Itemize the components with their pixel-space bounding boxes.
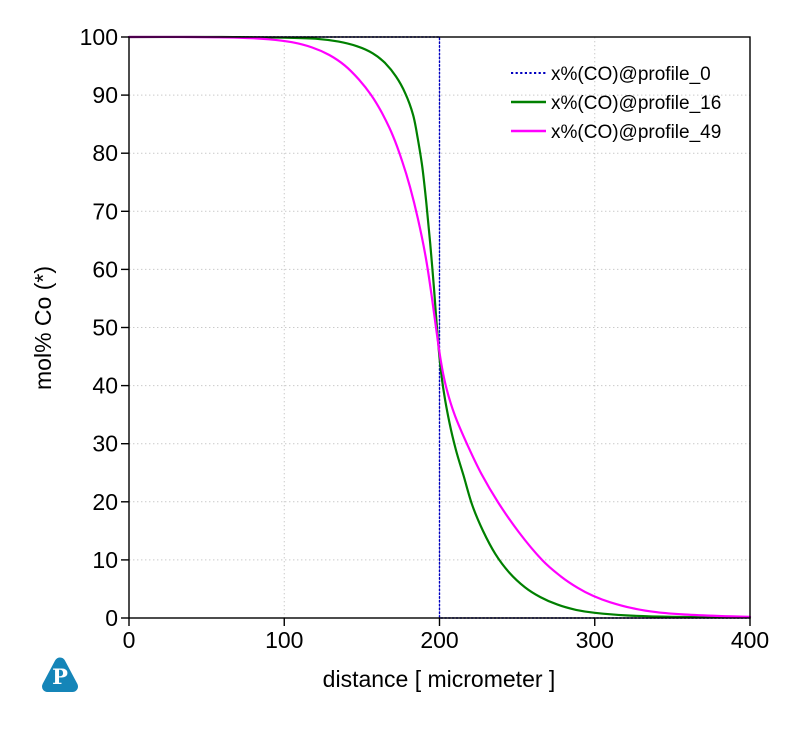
legend-item-x-co-profile-16[interactable]: x%(CO)@profile_16 <box>511 93 721 114</box>
x-tick-label: 300 <box>576 627 614 653</box>
legend-label: x%(CO)@profile_49 <box>551 122 721 143</box>
legend-label: x%(CO)@profile_0 <box>551 64 711 85</box>
legend-label: x%(CO)@profile_16 <box>551 93 721 114</box>
legend: x%(CO)@profile_0 x%(CO)@profile_16 x%(CO)@… <box>511 64 721 143</box>
legend-item-x-co-profile-49[interactable]: x%(CO)@profile_49 <box>511 122 721 143</box>
y-tick-labels: 0 10 20 30 40 50 60 70 80 90 100 <box>80 24 118 631</box>
x-tick-label: 200 <box>420 627 458 653</box>
y-tick-label: 60 <box>92 256 118 282</box>
y-axis-title: mol% Co (*) <box>30 266 56 390</box>
axis-ticks <box>121 36 751 626</box>
y-tick-label: 80 <box>92 140 118 166</box>
y-tick-label: 10 <box>92 547 118 573</box>
x-tick-labels: 0 100 200 300 400 <box>123 627 770 653</box>
x-tick-label: 400 <box>731 627 769 653</box>
logo-triangle-icon <box>42 657 78 692</box>
y-tick-label: 70 <box>92 198 118 224</box>
legend-item-x-co-profile-0[interactable]: x%(CO)@profile_0 <box>511 64 711 85</box>
y-tick-label: 0 <box>105 605 118 631</box>
y-tick-label: 90 <box>92 82 118 108</box>
x-tick-label: 0 <box>123 627 136 653</box>
x-axis-title: distance [ micrometer ] <box>323 666 556 692</box>
y-tick-label: 100 <box>80 24 118 50</box>
pandat-logo: P <box>42 657 78 692</box>
y-tick-label: 40 <box>92 373 118 399</box>
y-tick-label: 20 <box>92 489 118 515</box>
series-x-co-profile-49 <box>127 35 752 618</box>
y-tick-label: 30 <box>92 431 118 457</box>
x-tick-label: 100 <box>265 627 303 653</box>
y-tick-label: 50 <box>92 315 118 341</box>
logo-letter: P <box>52 664 68 689</box>
